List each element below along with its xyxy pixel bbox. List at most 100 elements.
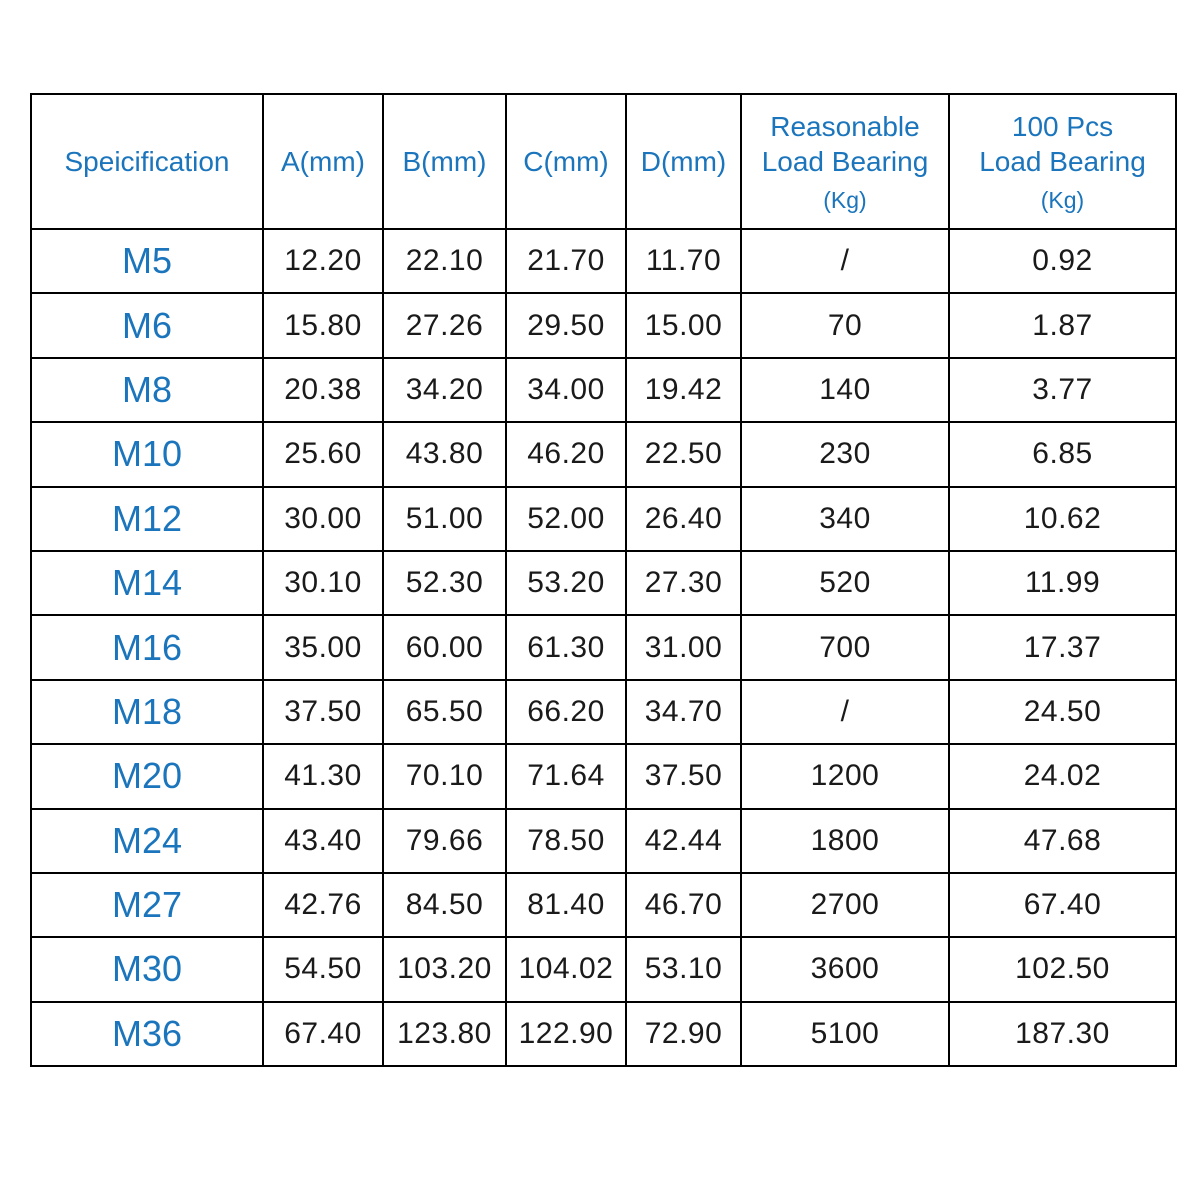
value-cell: 79.66 [382, 807, 507, 874]
header-label-line2: Load Bearing [979, 145, 1146, 177]
column-header-b-mm: B(mm) [382, 93, 507, 230]
spec-cell: M6 [30, 292, 264, 359]
table-row: M30 54.50 103.20 104.02 53.10 3600 102.50 [30, 936, 1177, 1003]
value-cell: 66.20 [505, 678, 627, 746]
spec-cell: M30 [30, 936, 264, 1003]
spec-cell: M18 [30, 678, 264, 746]
table-row: M6 15.80 27.26 29.50 15.00 70 1.87 [30, 292, 1177, 359]
spec-cell: M5 [30, 227, 264, 295]
table-row: M27 42.76 84.50 81.40 46.70 2700 67.40 [30, 871, 1177, 939]
value-cell: 24.02 [948, 743, 1177, 810]
value-cell: 42.44 [625, 807, 742, 874]
value-cell: 51.00 [382, 485, 507, 552]
value-cell: 61.30 [505, 614, 627, 681]
table-row: M12 30.00 51.00 52.00 26.40 340 10.62 [30, 485, 1177, 552]
value-cell: 19.42 [625, 356, 742, 424]
table-row: M20 41.30 70.10 71.64 37.50 1200 24.02 [30, 743, 1177, 810]
value-cell: 3.77 [948, 356, 1177, 424]
value-cell: 71.64 [505, 743, 627, 810]
value-cell: 700 [740, 614, 950, 681]
value-cell: 31.00 [625, 614, 742, 681]
header-label-line2: Load Bearing [761, 145, 929, 177]
value-cell: 10.62 [948, 485, 1177, 552]
spec-cell: M36 [30, 1000, 264, 1068]
table-row: M10 25.60 43.80 46.20 22.50 230 6.85 [30, 421, 1177, 488]
value-cell: 6.85 [948, 421, 1177, 488]
value-cell: 54.50 [262, 936, 384, 1003]
header-label: D(mm) [640, 146, 727, 177]
value-cell: 1200 [740, 743, 950, 810]
value-cell: 5100 [740, 1000, 950, 1068]
value-cell: 340 [740, 485, 950, 552]
table-row: M24 43.40 79.66 78.50 42.44 1800 47.68 [30, 807, 1177, 874]
value-cell: 60.00 [382, 614, 507, 681]
column-header-100pcs-load: 100 Pcs Load Bearing (Kg) [948, 93, 1177, 230]
value-cell: 520 [740, 549, 950, 617]
value-cell: 22.50 [625, 421, 742, 488]
spec-cell: M16 [30, 614, 264, 681]
header-label-line1: Reasonable [770, 110, 920, 142]
value-cell: / [740, 678, 950, 746]
value-cell: 34.00 [505, 356, 627, 424]
value-cell: 104.02 [505, 936, 627, 1003]
value-cell: 46.20 [505, 421, 627, 488]
header-label: Speicification [64, 146, 230, 177]
value-cell: 0.92 [948, 227, 1177, 295]
header-row: Speicification A(mm) B(mm) C(mm) D(mm) R… [30, 93, 1177, 230]
header-label-line1: 100 Pcs [1011, 110, 1114, 142]
value-cell: 78.50 [505, 807, 627, 874]
header-unit-label: (Kg) [823, 186, 867, 213]
value-cell: 35.00 [262, 614, 384, 681]
column-header-specification: Speicification [30, 93, 264, 230]
value-cell: 47.68 [948, 807, 1177, 874]
header-label: A(mm) [281, 146, 365, 177]
value-cell: 102.50 [948, 936, 1177, 1003]
value-cell: 70 [740, 292, 950, 359]
table-row: M14 30.10 52.30 53.20 27.30 520 11.99 [30, 549, 1177, 617]
value-cell: 43.80 [382, 421, 507, 488]
table-row: M36 67.40 123.80 122.90 72.90 5100 187.30 [30, 1000, 1177, 1068]
value-cell: 123.80 [382, 1000, 507, 1068]
value-cell: 53.10 [625, 936, 742, 1003]
column-header-d-mm: D(mm) [625, 93, 742, 230]
value-cell: 29.50 [505, 292, 627, 359]
value-cell: 3600 [740, 936, 950, 1003]
value-cell: 70.10 [382, 743, 507, 810]
column-header-c-mm: C(mm) [505, 93, 627, 230]
value-cell: 230 [740, 421, 950, 488]
value-cell: 187.30 [948, 1000, 1177, 1068]
spec-cell: M20 [30, 743, 264, 810]
value-cell: 12.20 [262, 227, 384, 295]
spec-cell: M14 [30, 549, 264, 617]
value-cell: 2700 [740, 871, 950, 939]
value-cell: 140 [740, 356, 950, 424]
value-cell: 46.70 [625, 871, 742, 939]
table-body: M5 12.20 22.10 21.70 11.70/0.92 M6 15.80 27.26 2… [30, 227, 1177, 1068]
header-label: B(mm) [402, 146, 487, 177]
value-cell: 103.20 [382, 936, 507, 1003]
spec-cell: M24 [30, 807, 264, 874]
column-header-reasonable-load: Reasonable Load Bearing (Kg) [740, 93, 950, 230]
value-cell: 34.20 [382, 356, 507, 424]
value-cell: 11.99 [948, 549, 1177, 617]
value-cell: 20.38 [262, 356, 384, 424]
value-cell: 37.50 [262, 678, 384, 746]
spec-cell: M10 [30, 421, 264, 488]
table-row: M16 35.00 60.00 61.30 31.00 700 17.37 [30, 614, 1177, 681]
value-cell: 27.26 [382, 292, 507, 359]
value-cell: 72.90 [625, 1000, 742, 1068]
value-cell: 52.00 [505, 485, 627, 552]
value-cell: 67.40 [262, 1000, 384, 1068]
column-header-a-mm: A(mm) [262, 93, 384, 230]
value-cell: 122.90 [505, 1000, 627, 1068]
value-cell: 15.80 [262, 292, 384, 359]
value-cell: 84.50 [382, 871, 507, 939]
value-cell: 26.40 [625, 485, 742, 552]
value-cell: 53.20 [505, 549, 627, 617]
value-cell: 65.50 [382, 678, 507, 746]
value-cell: 21.70 [505, 227, 627, 295]
value-cell: 81.40 [505, 871, 627, 939]
value-cell: 34.70 [625, 678, 742, 746]
header-unit-label: (Kg) [1040, 186, 1085, 213]
